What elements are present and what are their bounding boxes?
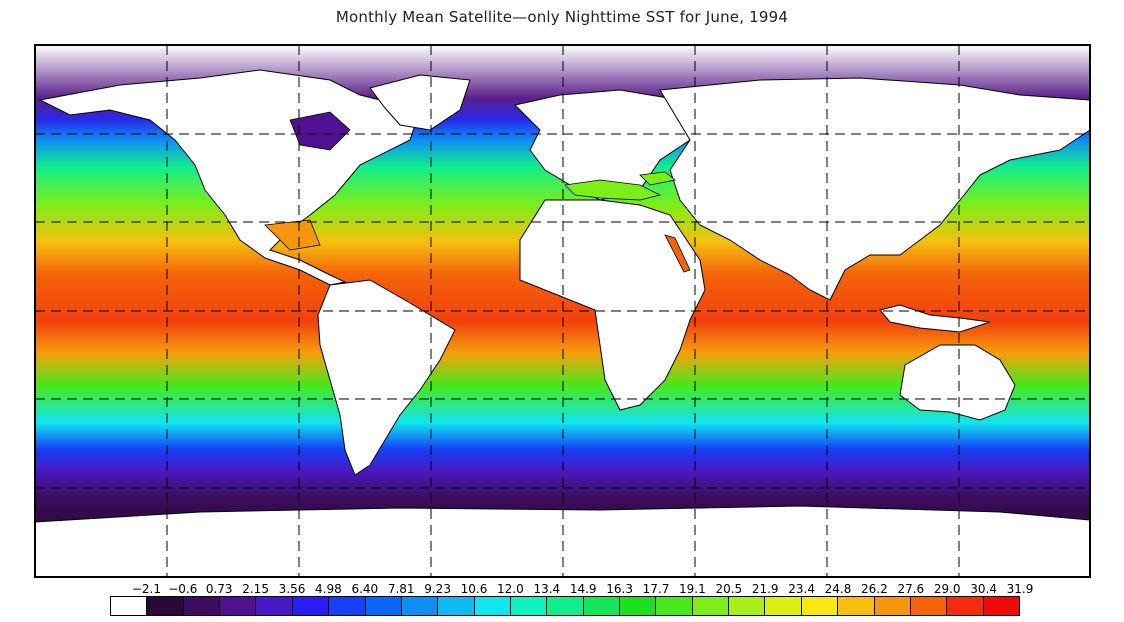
colorbar-swatch [438,597,475,615]
colorbar-swatch [111,597,148,615]
colorbar-tick-label: 21.9 [751,582,779,596]
colorbar [110,596,1020,616]
sst-world-map [34,44,1091,578]
colorbar-tick-label: 26.2 [861,582,888,596]
colorbar-tick-label: 0.73 [205,582,233,596]
colorbar-swatch [583,597,621,615]
colorbar-tick-label: 31.9 [1006,582,1034,596]
red-sea [664,234,691,273]
colorbar-tick-label: 19.1 [679,582,706,596]
colorbar-swatch [947,597,984,615]
africa [519,199,706,411]
greenland [369,74,471,131]
colorbar-tick-label: 3.56 [278,582,306,596]
colorbar-tick-label: 20.5 [715,582,743,596]
colorbar-swatch [729,597,766,615]
colorbar-swatch [874,597,911,615]
colorbar-swatch [765,597,802,615]
colorbar-tick-label: 23.4 [788,582,815,596]
colorbar-tick-label: 17.7 [642,582,670,596]
colorbar-swatch [838,597,875,615]
colorbar-tick-label: 2.15 [242,582,269,596]
colorbar-tick-label: 27.6 [897,582,925,596]
colorbar-tick-label: 12.0 [497,582,524,596]
colorbar-swatch [147,597,184,615]
colorbar-swatch [401,597,439,615]
australia [899,344,1016,421]
colorbar-swatch [547,597,584,615]
colorbar-swatch [365,597,402,615]
colorbar-tick-label: −2.1 [131,582,161,596]
colorbar-swatch [220,597,257,615]
map-frame [34,44,1091,578]
colorbar-swatch [256,597,293,615]
lat-lon-grid [35,45,1090,577]
black-sea [639,171,676,186]
colorbar-swatch [620,597,657,615]
colorbar-tick-label: 24.8 [824,582,852,596]
colorbar-swatch [510,597,548,615]
mediterranean-sea [564,179,662,201]
colorbar-swatch [910,597,948,615]
colorbar-swatch [183,597,221,615]
colorbar-tick-label: 30.4 [970,582,997,596]
colorbar-swatch [292,597,330,615]
colorbar-swatch [329,597,366,615]
south-america [317,279,456,476]
colorbar-swatch [474,597,511,615]
colorbar-tick-label: 29.0 [933,582,961,596]
colorbar-tick-label: 14.9 [569,582,597,596]
colorbar-tick-label: 13.4 [533,582,561,596]
hudson-bay [289,111,351,151]
colorbar-swatch [656,597,693,615]
colorbar-tick-label: 6.40 [351,582,379,596]
colorbar-tick-labels: −2.1 −0.6 0.73 2.15 3.56 4.98 6.40 7.81 9.23 10.6… [95,582,1034,596]
colorbar-swatch [983,597,1019,615]
colorbar-tick-label: 7.81 [387,582,415,596]
colorbar-tick-label: −0.6 [168,582,198,596]
colorbar-tick-label: 4.98 [315,582,342,596]
indonesia [879,304,991,333]
colorbar-swatch [801,597,839,615]
colorbar-tick-label: 10.6 [460,582,488,596]
colorbar-tick-label: 16.3 [606,582,633,596]
map-title: Monthly Mean Satellite—only Nighttime SS… [335,8,789,26]
colorbar-swatch [692,597,730,615]
colorbar-tick-label: 9.23 [424,582,451,596]
